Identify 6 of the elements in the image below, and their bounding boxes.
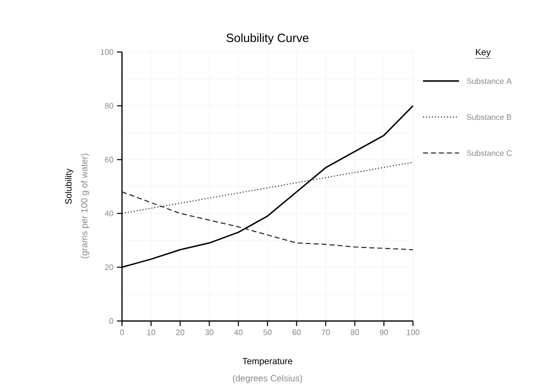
text: (grams per 100 g of water) (80, 154, 90, 258)
text: (degrees Celsius) (232, 374, 302, 384)
y-axis-title: Solubility (65, 168, 74, 204)
legend-title: Key (476, 48, 491, 58)
x-axis-title: Temperature (242, 358, 292, 366)
chart-title: Solubility Curve (226, 33, 308, 44)
